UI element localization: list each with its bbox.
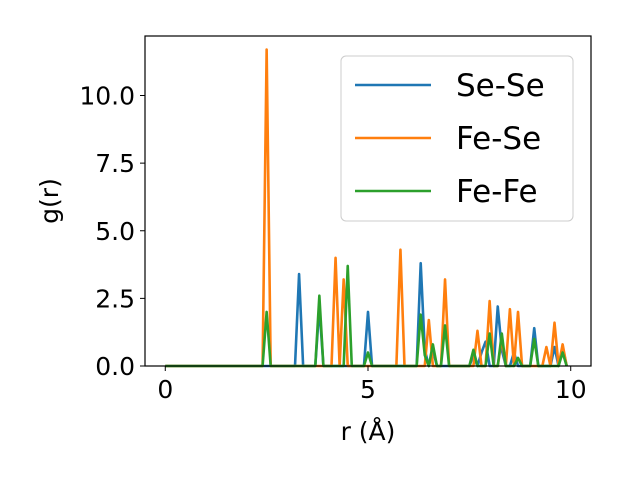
legend-label: Fe-Se (456, 121, 541, 157)
legend-label: Fe-Fe (456, 174, 538, 210)
x-tick-label: 10 (555, 375, 587, 404)
x-tick-label: 5 (360, 375, 376, 404)
legend-box (340, 55, 574, 222)
y-tick-label: 10.0 (79, 82, 135, 111)
legend-label: Se-Se (456, 68, 545, 104)
y-tick-label: 2.5 (95, 284, 135, 313)
y-tick-label: 0.0 (95, 352, 135, 381)
y-axis: 0.0 2.5 5.0 7.5 10.0 (79, 82, 145, 381)
y-tick-label: 7.5 (95, 149, 135, 178)
y-tick-label: 5.0 (95, 217, 135, 246)
x-axis: 0 5 10 (157, 366, 587, 404)
x-tick-label: 0 (157, 375, 173, 404)
legend: Se-Se Fe-Se Fe-Fe (340, 55, 574, 222)
x-axis-label: r (Å) (341, 417, 396, 446)
y-axis-label: g(r) (35, 178, 64, 224)
